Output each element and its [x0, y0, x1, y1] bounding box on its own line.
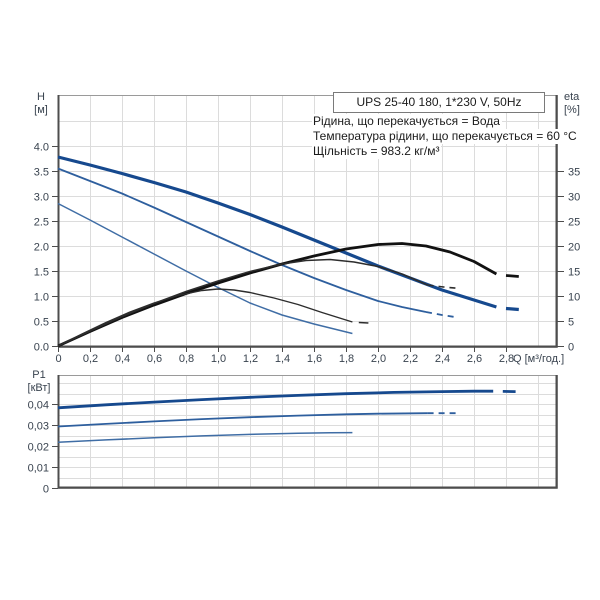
y-axis-tick-label: 0,03	[28, 421, 49, 433]
liquid-info-block: Рідина, що перекачується = Вода Температ…	[312, 114, 579, 159]
x-axis-tick-label: 2,2	[403, 353, 418, 365]
curve-eta-speed-2	[57, 258, 428, 347]
power-axis-unit: [кВт]	[27, 382, 51, 394]
y-axis-tick-label: 1.5	[34, 267, 49, 279]
x-axis-tick-label: 0,2	[83, 353, 98, 365]
curve-head-speed-3	[57, 155, 497, 309]
x-axis-tick-label: 0	[55, 353, 61, 365]
y-axis-tick-label: 0,02	[28, 442, 49, 454]
y-axis-tick-label: 2.5	[34, 217, 49, 229]
info-line-density: Щільність = 983.2 кг/м³	[312, 144, 442, 159]
y-axis-tick-label: 0,04	[28, 400, 49, 412]
curve-eta-speed-3-end-marker	[505, 274, 519, 278]
y-axis-tick-label: 0	[43, 484, 49, 496]
y-axis-tick-label: 3.0	[34, 192, 49, 204]
info-line-temperature: Температура рідини, що перекачується = 6…	[312, 129, 579, 144]
y-axis-tick-label: 0.0	[34, 342, 49, 354]
power-axis-header: P1 [кВт]	[21, 369, 57, 395]
x-axis-tick-label: 1,8	[339, 353, 354, 365]
y-axis-tick-label: 1.0	[34, 292, 49, 304]
curve-power-speed-3	[57, 389, 494, 410]
x-axis-tick-label: 0,8	[179, 353, 194, 365]
curve-head-speed-2-overload-dashed	[425, 311, 459, 319]
y-axis-tick-label: 0.5	[34, 317, 49, 329]
left-axis-unit: [м]	[34, 104, 48, 116]
curve-eta-speed-1-end-marker	[358, 321, 369, 324]
eta-axis-tick-label: 15	[568, 267, 580, 279]
eta-axis-tick-label: 25	[568, 217, 580, 229]
power-chart: 0 0,01 0,02 0,03 0,04	[28, 375, 558, 496]
eta-axis-tick-label: 20	[568, 242, 580, 254]
eta-axis-tick-label: 35	[568, 167, 580, 179]
curve-eta-speed-3	[57, 242, 498, 348]
x-axis-tick-label: 0,4	[115, 353, 130, 365]
x-axis-tick-label: 2,0	[371, 353, 386, 365]
curve-power-speed-2	[57, 412, 428, 428]
x-axis-tick-label: 0,6	[147, 353, 162, 365]
x-axis-tick-label: 1,6	[307, 353, 322, 365]
curve-head-speed-2	[57, 167, 427, 313]
y-axis-tick-label: 3.5	[34, 167, 49, 179]
x-axis-tick-label: 1,0	[211, 353, 226, 365]
curve-head-speed-1	[57, 202, 353, 335]
right-axis-name: eta	[564, 91, 580, 103]
x-axis-title: Q [м³/год.]	[513, 353, 564, 365]
y-axis-tick-label: 2.0	[34, 242, 49, 254]
curve-eta-speed-1	[57, 288, 353, 347]
pump-model-title-box: UPS 25-40 180, 1*230 V, 50Hz	[333, 92, 545, 113]
info-line-liquid: Рідина, що перекачується = Вода	[312, 114, 502, 129]
x-axis-tick-label: 1,4	[275, 353, 290, 365]
eta-axis-tick-label: 5	[568, 317, 574, 329]
x-axis-tick-label: 2,8	[499, 353, 514, 365]
y-axis-tick-label: 4.0	[34, 142, 49, 154]
x-axis-tick-label: 2,4	[435, 353, 450, 365]
right-axis-header: eta [%]	[564, 91, 594, 117]
x-axis-tick-label: 2,6	[467, 353, 482, 365]
left-axis-header: H [м]	[28, 91, 54, 117]
x-axis-tick-label: 1,2	[243, 353, 258, 365]
y-axis-tick-label: 0,01	[28, 463, 49, 475]
power-axis-name: P1	[32, 369, 46, 381]
left-axis-name: H	[37, 91, 45, 103]
curve-head-speed-3-end-marker	[505, 306, 519, 312]
eta-axis-tick-label: 10	[568, 292, 580, 304]
eta-axis-tick-label: 30	[568, 192, 580, 204]
curve-eta-speed-2-overload-dashed	[427, 284, 460, 290]
curve-power-speed-1	[57, 431, 353, 443]
right-axis-unit: [%]	[564, 104, 580, 116]
eta-axis-tick-label: 0	[568, 342, 574, 354]
